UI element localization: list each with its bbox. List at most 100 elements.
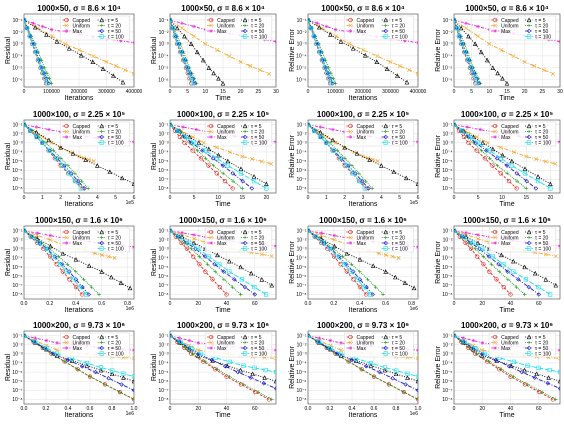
x-tick-label: 20 xyxy=(238,89,244,95)
legend-label-tau50: τ = 50 xyxy=(251,29,264,35)
series-marker-Max xyxy=(416,348,418,352)
series-marker-Max xyxy=(464,21,468,26)
legend-label-Max: Max xyxy=(501,29,511,35)
plot-frame xyxy=(453,330,561,405)
series-marker-tau20 xyxy=(474,352,479,356)
series-marker-Max xyxy=(194,127,199,132)
series-marker-Max xyxy=(315,21,320,26)
legend-marker-Uniform xyxy=(209,129,214,134)
y-tick-label: 10⁻⁸ xyxy=(442,397,452,403)
series-marker-tau5 xyxy=(248,270,254,276)
x-tick-label: 5 xyxy=(398,195,401,201)
subplot-title: 1000×150, σ = 1.6 × 10⁶ xyxy=(179,216,267,225)
series-marker-tau100 xyxy=(548,186,553,191)
series-marker-Capped xyxy=(490,163,495,168)
series-marker-tau20 xyxy=(359,367,364,372)
series-marker-tau5 xyxy=(342,144,347,150)
series-marker-tau20 xyxy=(66,163,70,168)
legend-marker-Max xyxy=(64,241,69,245)
legend: Capped τ = 5 Uniform τ = 20 Max τ = 50τ = 100 xyxy=(344,15,415,41)
series-line-Capped xyxy=(308,230,367,295)
series-marker-tau50 xyxy=(24,333,27,338)
y-tick-label: 10⁻⁵ xyxy=(296,66,306,72)
series-marker-tau100 xyxy=(465,58,471,63)
series-marker-tau5 xyxy=(478,49,484,55)
series-marker-tau5 xyxy=(318,129,323,135)
series-marker-Max xyxy=(48,233,53,238)
legend-label-tau50: τ = 50 xyxy=(251,135,264,141)
series-marker-Uniform xyxy=(259,252,264,257)
series-marker-tau5 xyxy=(250,371,255,377)
series-marker-Uniform xyxy=(269,254,274,259)
series-line-tau5 xyxy=(454,230,557,286)
series-marker-tau5 xyxy=(522,367,527,373)
legend-label-tau100: τ = 100 xyxy=(251,351,267,357)
series-marker-Capped xyxy=(466,140,471,145)
series-marker-tau5 xyxy=(118,280,124,285)
legend-label-tau5: τ = 5 xyxy=(251,124,262,130)
legend-box xyxy=(344,15,415,41)
legend-marker-Max xyxy=(493,135,497,139)
series-marker-tau50 xyxy=(349,357,355,363)
legend-marker-tau100 xyxy=(99,140,104,145)
series-marker-Max xyxy=(480,341,485,345)
series-marker-Max xyxy=(192,24,196,29)
series-marker-tau100 xyxy=(170,228,173,233)
series-marker-tau50 xyxy=(170,228,173,233)
series-marker-tau5 xyxy=(84,363,90,368)
legend-marker-Uniform xyxy=(64,340,69,345)
series-marker-tau20 xyxy=(211,163,216,168)
series-marker-Uniform xyxy=(487,41,492,46)
series-marker-tau20 xyxy=(357,269,362,274)
legend-label-tau20: τ = 20 xyxy=(251,235,264,241)
series-marker-tau20 xyxy=(213,269,218,274)
series-marker-tau100 xyxy=(557,369,560,375)
series-marker-tau100 xyxy=(227,269,232,274)
series-marker-tau20 xyxy=(73,269,78,274)
series-marker-tau100 xyxy=(308,122,311,127)
y-tick-label: 10⁻⁷ xyxy=(442,177,452,183)
series-marker-Max xyxy=(416,40,418,45)
series-marker-Capped xyxy=(494,277,499,282)
series-marker-tau100 xyxy=(320,58,325,63)
series-marker-Uniform xyxy=(48,237,53,242)
series-marker-tau100 xyxy=(252,285,257,290)
legend-label-Uniform: Uniform xyxy=(73,23,91,29)
subplot-r3-c4: 10⁻¹ 10⁻² 10⁻³ 10⁻⁴ 10⁻⁵ 10⁻⁶ 10⁻⁷ 10⁻⁸0 20 40 60 1… xyxy=(435,216,561,314)
legend-marker-tau100 xyxy=(242,34,248,39)
series-marker-Uniform xyxy=(464,26,469,31)
series-line-Capped xyxy=(454,335,554,400)
legend-label-Max: Max xyxy=(73,346,83,352)
series-line-tau20 xyxy=(308,124,373,189)
subplot-r4-c4: 10⁻¹ 10⁻² 10⁻³ 10⁻⁴ 10⁻⁵ 10⁻⁶ 10⁻⁷ 10⁻⁸0 20 40 60 1… xyxy=(435,321,561,419)
legend-label-tau5: τ = 5 xyxy=(108,230,119,236)
series-marker-tau100 xyxy=(36,240,42,246)
legend-marker-Capped xyxy=(64,123,69,129)
series-marker-Uniform xyxy=(511,54,516,59)
legend-marker-tau5 xyxy=(526,334,532,340)
legend-label-tau20: τ = 20 xyxy=(392,23,405,29)
series-line-tau20 xyxy=(24,335,134,400)
x-scale-label: 1e6 xyxy=(126,306,135,312)
series-marker-Capped xyxy=(206,163,211,168)
series-marker-tau50 xyxy=(212,262,217,267)
series-marker-tau5 xyxy=(395,73,400,78)
legend-marker-tau100 xyxy=(242,246,248,251)
series-marker-tau5 xyxy=(374,59,380,64)
series-line-tau100 xyxy=(170,19,194,84)
series-marker-Capped xyxy=(498,171,503,176)
series-marker-Uniform xyxy=(196,348,201,353)
series-marker-tau20 xyxy=(231,179,235,183)
series-marker-tau100 xyxy=(24,26,30,31)
legend: Capped τ = 5 Uniform τ = 20 Max τ = 50τ = 100 xyxy=(344,227,415,252)
series-marker-Uniform xyxy=(112,255,117,260)
series-marker-tau5 xyxy=(46,137,52,143)
legend-label-Uniform: Uniform xyxy=(501,23,519,29)
series-marker-Capped xyxy=(474,148,479,153)
series-marker-Uniform xyxy=(524,154,529,159)
x-tick-label: 6 xyxy=(133,195,136,201)
plot-frame xyxy=(23,225,135,300)
series-marker-tau100 xyxy=(27,34,33,39)
y-tick-label: 10⁻⁶ xyxy=(296,168,306,174)
legend-marker-tau20 xyxy=(383,23,388,28)
